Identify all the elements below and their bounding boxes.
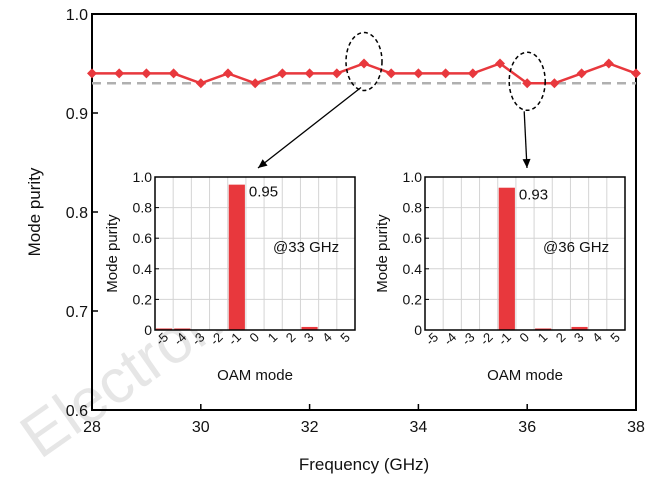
inset-x-tick-label: 0: [246, 330, 262, 346]
data-point-marker: [440, 68, 451, 79]
main-x-tick-label: 38: [627, 419, 645, 436]
main-x-tick-label: 32: [301, 419, 319, 436]
main-x-tick-label: 34: [410, 419, 428, 436]
inset-x-tick-label: 0: [516, 330, 532, 346]
data-point-marker: [386, 68, 397, 79]
data-point-marker: [304, 68, 315, 79]
callout-arrow-head: [522, 158, 531, 168]
oam-bar: [228, 184, 245, 330]
inset-x-tick-label: -4: [441, 330, 460, 349]
inset-x-tick-label: -2: [477, 330, 496, 349]
data-point-marker: [223, 68, 233, 79]
inset-x-tick-label: 4: [319, 330, 335, 346]
main-x-axis-label: Frequency (GHz): [299, 455, 429, 474]
inset-x-axis-label: OAM mode: [487, 367, 563, 384]
inset-y-tick-label: 0.4: [403, 261, 423, 277]
inset-x-tick-label: 5: [337, 330, 353, 346]
oam-bar: [301, 326, 318, 330]
data-point-marker: [195, 78, 206, 89]
data-point-marker: [549, 78, 560, 89]
highlight-ellipse: [508, 51, 546, 112]
inset-y-tick-label: 0.8: [403, 200, 423, 216]
inset-x-tick-label: 5: [607, 330, 623, 346]
data-point-marker: [250, 78, 261, 89]
inset-x-tick-label: -3: [459, 330, 478, 349]
data-point-marker: [467, 68, 478, 79]
main-x-tick-label: 30: [192, 419, 210, 436]
inset-background: [155, 177, 355, 330]
data-point-marker: [359, 58, 369, 69]
inset-frame: [154, 176, 356, 331]
data-point-marker: [331, 68, 342, 79]
inset-frame: [424, 176, 626, 331]
inset-x-tick-label: 3: [571, 330, 587, 346]
inset-y-tick-label: 0: [414, 322, 422, 338]
main-x-tick-label: 28: [83, 419, 101, 436]
inset-x-tick-label: 1: [265, 330, 281, 346]
peak-value-label: 0.93: [519, 187, 548, 204]
main-y-axis-label: Mode purity: [25, 167, 44, 256]
main-x-tick-label: 36: [518, 419, 536, 436]
oam-bar: [498, 187, 515, 330]
frequency-annotation: @33 GHz: [273, 239, 339, 256]
main-y-tick-label: 0.9: [66, 106, 88, 123]
inset-x-tick-label: 2: [553, 330, 569, 346]
main-y-tick-label: 0.6: [66, 403, 88, 420]
data-point-marker: [522, 78, 533, 89]
data-point-marker: [277, 68, 288, 79]
inset-x-tick-label: 2: [283, 330, 299, 346]
inset-x-tick-label: 3: [301, 330, 317, 346]
inset-y-tick-label: 0.2: [403, 291, 423, 307]
callout-arrow-line: [257, 86, 362, 169]
peak-value-label: 0.95: [249, 184, 278, 201]
data-point-marker: [495, 58, 505, 69]
inset-y-tick-label: 0.2: [133, 291, 153, 307]
inset-y-tick-label: 0.8: [133, 200, 153, 216]
inset-y-tick-label: 0.6: [403, 230, 423, 246]
inset-y-tick-label: 1.0: [403, 169, 423, 185]
oam-bar: [535, 328, 552, 330]
data-point-marker: [168, 68, 179, 79]
inset-y-axis-label: Mode purity: [374, 214, 391, 293]
data-point-marker: [576, 68, 587, 79]
inset-y-tick-label: 0: [144, 322, 152, 338]
inset-x-axis-label: OAM mode: [217, 367, 293, 384]
inset-x-tick-label: -5: [422, 330, 441, 349]
frequency-annotation: @36 GHz: [543, 239, 609, 256]
callout-arrow-head: [258, 159, 268, 168]
data-point-marker: [603, 58, 614, 69]
main-y-tick-label: 1.0: [66, 7, 88, 24]
data-point-marker: [631, 68, 641, 79]
data-point-marker: [141, 68, 152, 79]
inset-background: [425, 177, 625, 330]
inset-y-tick-label: 0.4: [133, 261, 153, 277]
inset-x-tick-label: -1: [495, 330, 514, 349]
inset-x-tick-label: 4: [589, 330, 605, 346]
inset-y-axis-label: Mode purity: [104, 214, 121, 293]
inset-y-tick-label: 1.0: [133, 169, 153, 185]
highlight-ellipse: [345, 31, 383, 92]
oam-bar: [174, 328, 191, 330]
data-point-marker: [413, 68, 424, 79]
data-point-marker: [87, 68, 97, 79]
oam-bar: [571, 326, 588, 330]
main-y-tick-label: 0.7: [66, 304, 88, 321]
inset-x-tick-label: 1: [535, 330, 551, 346]
data-point-marker: [114, 68, 125, 79]
callout-arrow-line: [523, 111, 528, 169]
inset-y-tick-label: 0.6: [133, 230, 153, 246]
main-y-tick-label: 0.8: [66, 205, 88, 222]
oam-bar: [156, 328, 173, 330]
